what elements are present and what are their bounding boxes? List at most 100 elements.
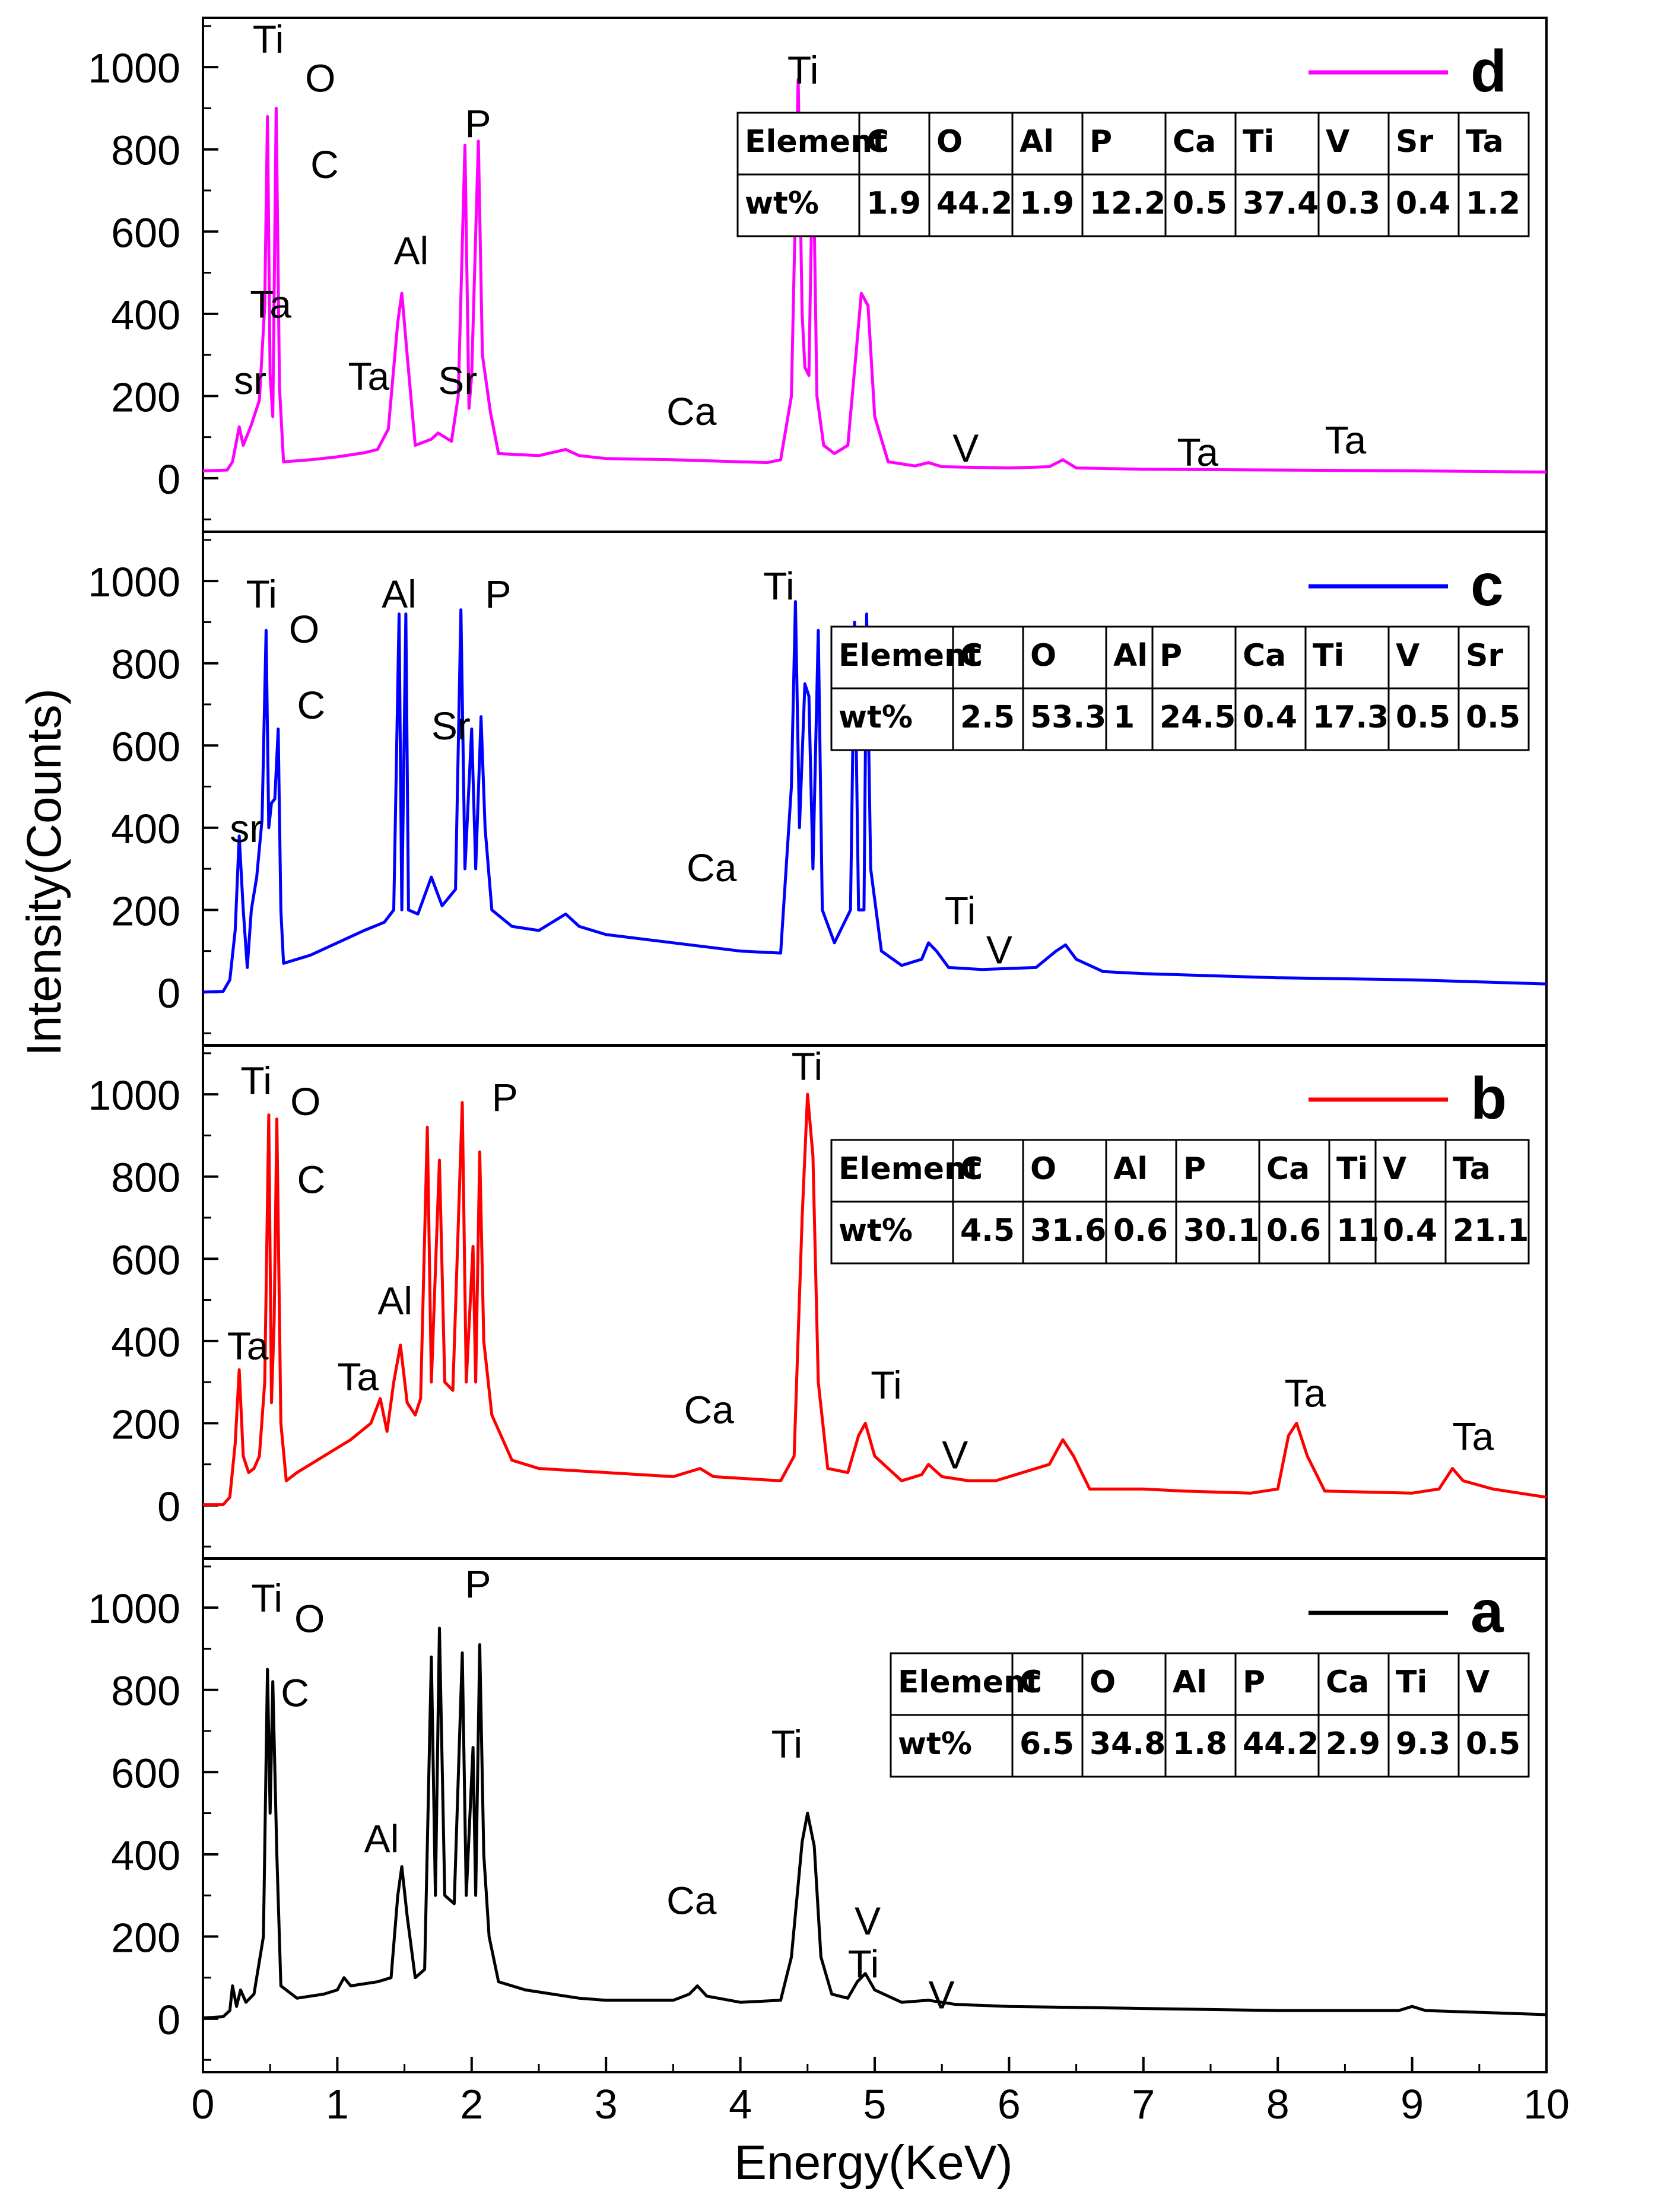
table-header-cell: Al — [1113, 1151, 1148, 1187]
peak-label: Ca — [684, 1387, 735, 1431]
series-line-a — [202, 1627, 1547, 2020]
table-value-cell: 34.8 — [1090, 1726, 1165, 1762]
table-value-cell: 1 — [1113, 700, 1135, 735]
table-header-cell: O — [1030, 1151, 1056, 1187]
y-tick-label: 200 — [111, 374, 180, 420]
y-tick-label: 200 — [111, 1401, 180, 1447]
peak-label: Sr — [431, 704, 471, 748]
peak-label: O — [290, 1079, 320, 1123]
table-header-cell: Sr — [1396, 124, 1433, 160]
peak-label: Ti — [771, 1722, 803, 1766]
peak-label: P — [492, 1075, 518, 1119]
x-axis-label: Energy(KeV) — [734, 2136, 1012, 2190]
table-value-cell: 37.4 — [1243, 186, 1319, 221]
peak-label: Al — [382, 572, 417, 616]
peak-label: Al — [393, 229, 428, 273]
table-header-cell: Al — [1173, 1665, 1207, 1700]
x-tick-label: 8 — [1266, 2081, 1290, 2127]
table-value-cell: 0.5 — [1466, 700, 1520, 735]
table-value-cell: 4.5 — [960, 1213, 1015, 1249]
peak-label: Ta — [250, 282, 291, 326]
y-tick-label: 1000 — [88, 1586, 180, 1632]
table-value-cell: 9.3 — [1396, 1726, 1450, 1762]
y-tick-label: 600 — [111, 1237, 180, 1283]
y-tick-label: 0 — [157, 1997, 180, 2043]
peak-label: C — [297, 1157, 325, 1201]
peak-label: V — [855, 1899, 881, 1943]
table-header-cell: Ca — [1173, 124, 1216, 160]
x-tick-label: 1 — [326, 2081, 349, 2127]
table-header-cell: V — [1466, 1665, 1490, 1700]
table-header-cell: V — [1383, 1151, 1406, 1187]
table-value-cell: 0.3 — [1326, 186, 1380, 221]
peak-label: Ta — [1453, 1414, 1494, 1458]
table-header-cell: Element — [839, 638, 981, 674]
x-tick-label: 2 — [460, 2081, 483, 2127]
table-header-cell: P — [1160, 638, 1182, 674]
y-tick-label: 800 — [111, 1155, 180, 1201]
table-value-cell: 53.3 — [1030, 700, 1106, 735]
table-value-cell: wt% — [898, 1726, 972, 1762]
table-value-cell: 44.2 — [936, 186, 1012, 221]
table-value-cell: 0.5 — [1173, 186, 1227, 221]
table-header-cell: Ti — [1243, 124, 1274, 160]
peak-label: C — [297, 683, 325, 727]
peak-label: Ti — [240, 1059, 272, 1103]
peak-label: Ti — [253, 17, 284, 61]
table-header-cell: Ca — [1326, 1665, 1369, 1700]
peak-label: Ti — [787, 48, 819, 92]
peak-label: Ca — [687, 846, 737, 890]
y-tick-label: 400 — [111, 806, 180, 852]
legend-label-d: d — [1471, 38, 1507, 104]
peak-label: O — [305, 56, 335, 100]
table-header-cell: C — [960, 638, 983, 674]
peak-label: V — [952, 426, 979, 470]
y-tick-label: 1000 — [88, 559, 180, 605]
x-axis: 0 1 2 3 4 5 6 7 8 9 10 — [192, 2057, 1570, 2127]
peak-label: Ti — [763, 564, 795, 608]
table-header-cell: Ti — [1396, 1665, 1427, 1700]
table-value-cell: 1.2 — [1466, 186, 1520, 221]
peak-label: V — [986, 928, 1012, 971]
x-tick-label: 9 — [1400, 2081, 1424, 2127]
peak-label: Ta — [337, 1355, 379, 1399]
y-axis-label: Intensity(Counts) — [17, 688, 71, 1056]
table-value-cell: 0.5 — [1466, 1726, 1520, 1762]
peak-label: Ta — [1325, 418, 1366, 462]
peak-label: C — [281, 1670, 309, 1714]
table-value-cell: wt% — [745, 186, 819, 221]
table-header-cell: Sr — [1466, 638, 1503, 674]
y-tick-label: 0 — [157, 1484, 180, 1530]
y-tick-label: 200 — [111, 1914, 180, 1961]
table-header-cell: O — [1030, 638, 1056, 674]
peak-label: Ti — [848, 1942, 879, 1986]
table-value-cell: 21.1 — [1453, 1213, 1529, 1249]
table-header-cell: C — [1020, 1665, 1042, 1700]
composition-table-a: Element wt% C 6.5 O 34.8Al 1.8 P 44.2Ca 2.9 Ti 9.3 V… — [890, 1652, 1530, 1778]
legend-label-c: c — [1471, 552, 1504, 618]
peak-label: sr — [234, 358, 266, 402]
table-value-cell: 17.3 — [1313, 700, 1389, 735]
table-header-cell: P — [1090, 124, 1112, 160]
x-tick-label: 3 — [595, 2081, 618, 2127]
peak-label: Sr — [438, 358, 477, 402]
peak-label: Ti — [792, 1044, 823, 1088]
peak-label: Ti — [945, 889, 976, 933]
table-header-cell: Ta — [1453, 1151, 1491, 1187]
table-value-cell: 0.4 — [1243, 700, 1297, 735]
table-value-cell: 6.5 — [1020, 1726, 1074, 1762]
y-tick-label: 600 — [111, 1750, 180, 1796]
peak-label: Al — [364, 1816, 399, 1860]
table-header-cell: V — [1396, 638, 1419, 674]
table-header-cell: P — [1243, 1665, 1265, 1700]
table-header-cell: Ca — [1243, 638, 1286, 674]
peak-label: C — [310, 142, 339, 186]
y-tick-label: 1000 — [88, 1072, 180, 1119]
peak-label: Al — [377, 1279, 412, 1323]
table-header-cell: P — [1183, 1151, 1206, 1187]
table-value-cell: 0.4 — [1396, 186, 1450, 221]
y-tick-label: 600 — [111, 723, 180, 770]
x-tick-label: 10 — [1523, 2081, 1570, 2127]
